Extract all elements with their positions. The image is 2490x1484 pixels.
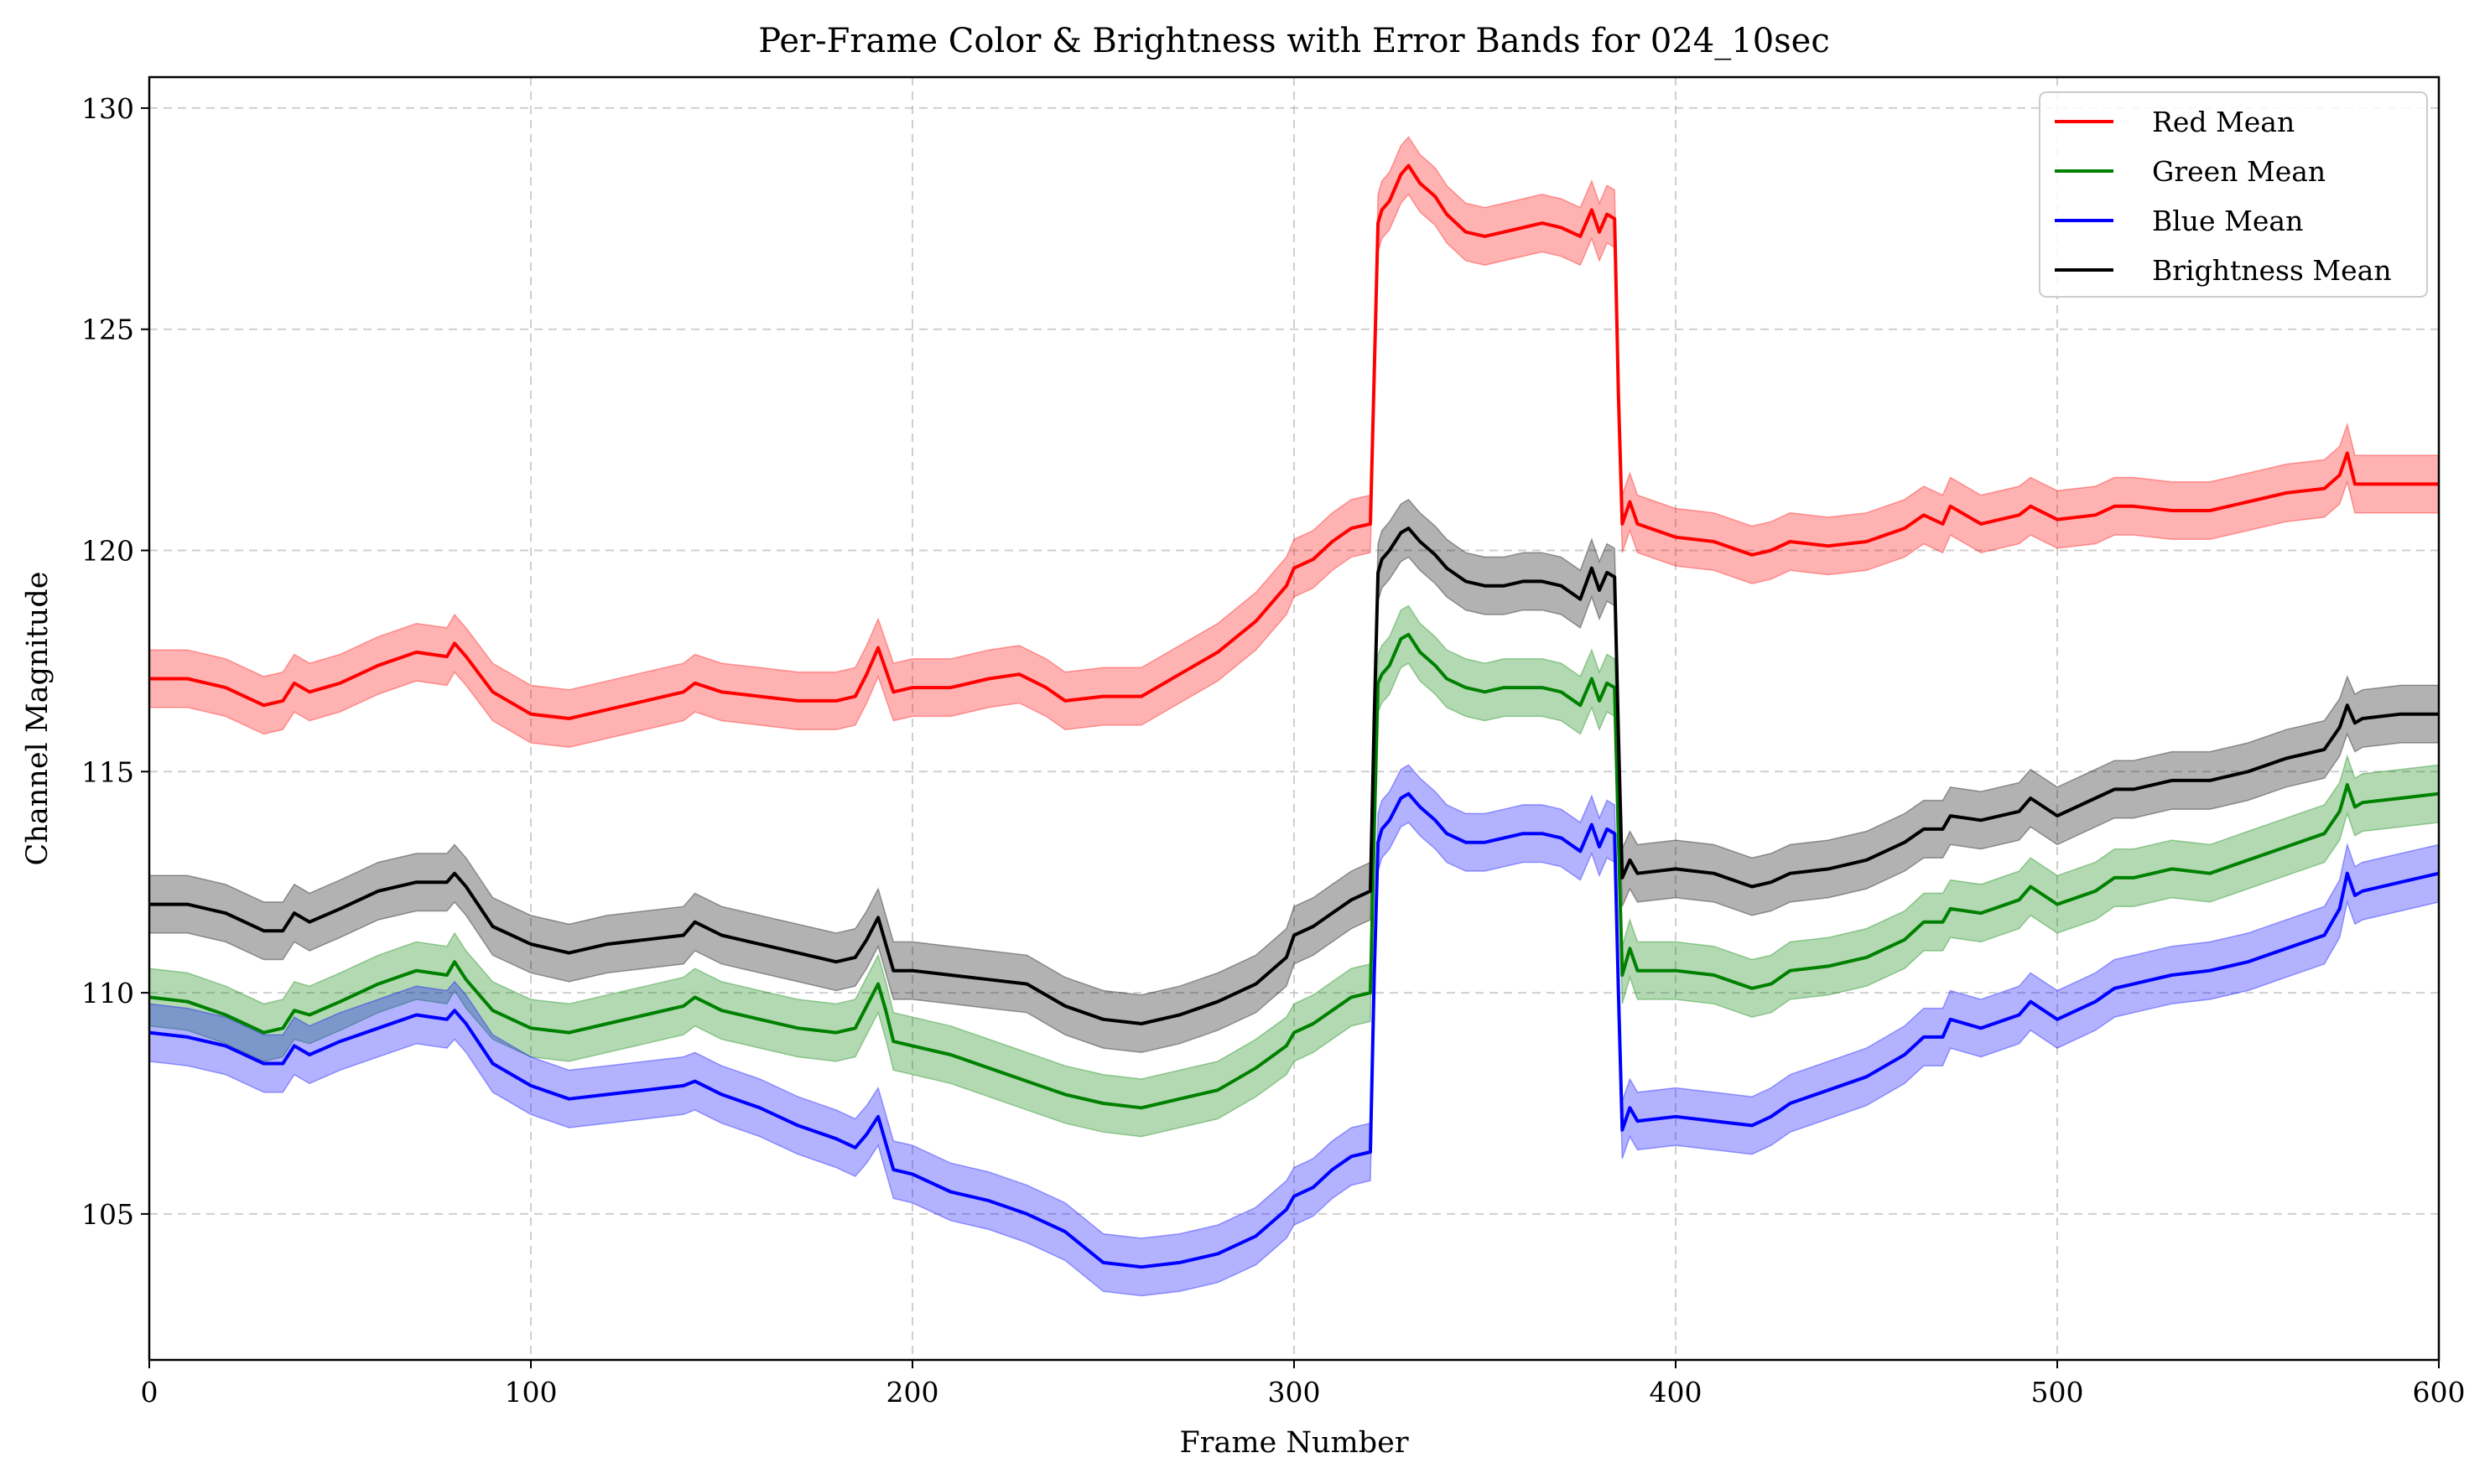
x-tick-label: 300 <box>1268 1376 1321 1409</box>
legend-item-blue-mean: Blue Mean <box>2055 205 2303 237</box>
green-mean-line <box>148 632 2440 1110</box>
red-mean-line <box>149 163 2439 720</box>
series-lines <box>148 163 2440 1269</box>
x-tick-label: 400 <box>1650 1376 1702 1409</box>
y-tick-label: 130 <box>81 92 134 125</box>
legend-box <box>2039 91 2428 298</box>
y-axis-label: Channel Magnitude <box>21 572 55 866</box>
brightness-mean-line <box>149 527 2439 1025</box>
legend-item-green-mean: Green Mean <box>2055 155 2326 188</box>
x-tick-label: 100 <box>505 1376 558 1409</box>
y-tick-label: 125 <box>81 314 134 346</box>
legend-item-red-mean: Red Mean <box>2055 106 2295 138</box>
x-tick-label: 600 <box>2413 1376 2466 1409</box>
x-tick-label: 0 <box>141 1376 159 1409</box>
x-tick-label: 200 <box>886 1376 939 1409</box>
legend-label: Green Mean <box>2152 155 2326 188</box>
x-axis-ticks: 0 100 200 300 400 500 600 <box>141 1360 2466 1409</box>
legend-label: Red Mean <box>2152 106 2295 138</box>
x-axis-label: Frame Number <box>1179 1426 1408 1460</box>
legend-label: Blue Mean <box>2152 205 2303 237</box>
y-axis-ticks: 105 110 115 120 125 130 <box>81 92 149 1231</box>
blue-mean-line <box>148 791 2440 1269</box>
legend: Red Mean Green Mean Blue Mean Brightness Me… <box>2039 91 2428 298</box>
y-tick-label: 110 <box>81 977 134 1009</box>
legend-label: Brightness Mean <box>2152 254 2392 287</box>
y-tick-label: 105 <box>81 1198 134 1231</box>
grid-lines <box>149 77 2439 1360</box>
y-tick-label: 115 <box>81 755 134 788</box>
legend-item-brightness-mean: Brightness Mean <box>2055 254 2392 287</box>
y-tick-label: 120 <box>81 535 134 568</box>
chart-title: Per-Frame Color & Brightness with Error … <box>758 22 1830 60</box>
x-tick-label: 500 <box>2031 1376 2084 1409</box>
